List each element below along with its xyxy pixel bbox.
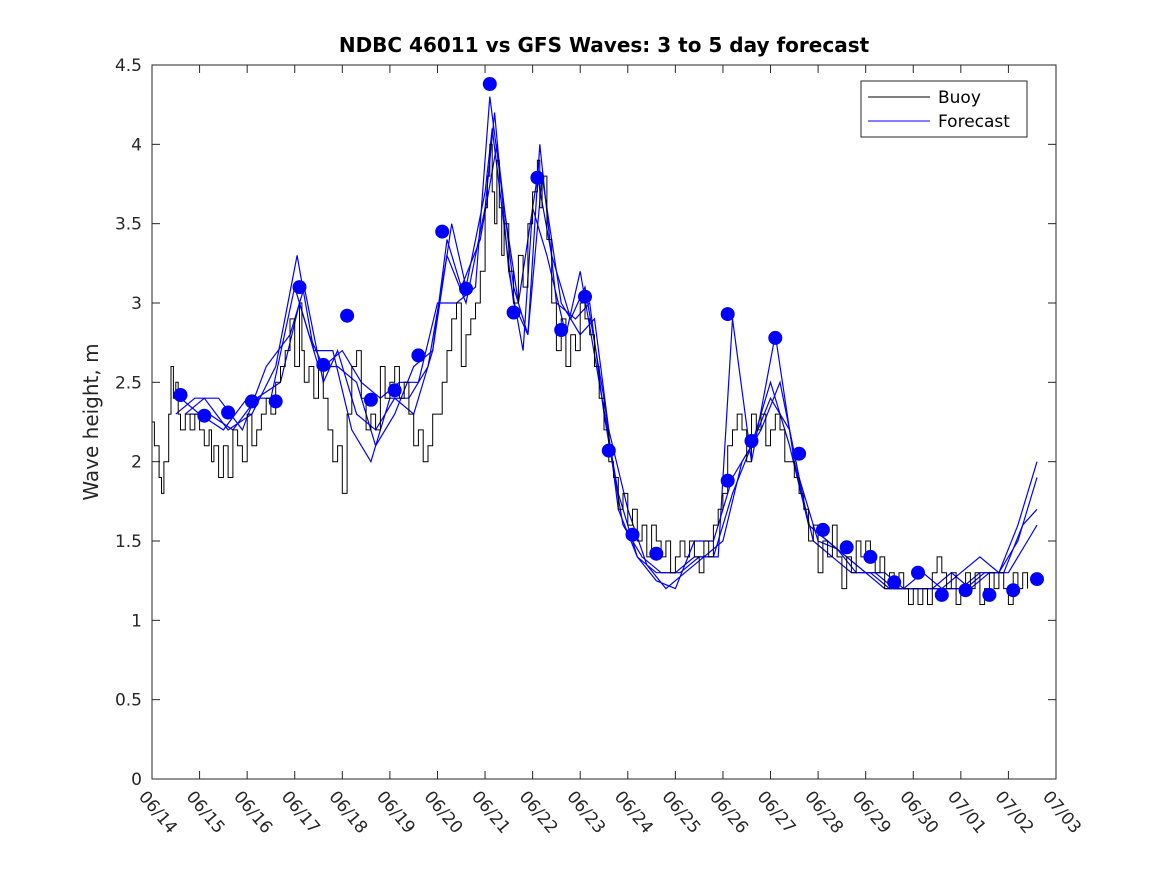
forecast-marker bbox=[815, 522, 830, 537]
forecast-marker bbox=[173, 388, 188, 402]
forecast-marker bbox=[720, 307, 735, 322]
y-tick-label: 4 bbox=[131, 135, 142, 155]
forecast-marker bbox=[649, 546, 664, 561]
forecast-marker bbox=[839, 540, 854, 555]
forecast-marker bbox=[720, 473, 735, 488]
forecast-marker bbox=[530, 170, 545, 185]
forecast-marker bbox=[792, 446, 807, 461]
chart-title: NDBC 46011 vs GFS Waves: 3 to 5 day fore… bbox=[339, 33, 870, 57]
forecast-marker bbox=[768, 330, 783, 345]
forecast-marker bbox=[459, 281, 473, 296]
legend: Buoy Forecast bbox=[860, 80, 1028, 138]
forecast-marker bbox=[625, 527, 640, 542]
y-tick-label: 3 bbox=[131, 294, 142, 314]
forecast-marker bbox=[244, 394, 259, 409]
forecast-marker bbox=[578, 289, 592, 304]
y-tick-label: 1 bbox=[131, 611, 142, 631]
forecast-marker bbox=[435, 224, 450, 239]
plot-frame bbox=[151, 64, 1057, 780]
forecast-marker bbox=[363, 392, 378, 407]
legend-buoy-label: Buoy bbox=[938, 88, 981, 108]
forecast-marker bbox=[1006, 583, 1021, 598]
forecast-marker bbox=[744, 434, 759, 448]
series-layer bbox=[152, 77, 1044, 605]
legend-forecast-label: Forecast bbox=[938, 112, 1010, 132]
legend-box bbox=[860, 80, 1028, 138]
y-tick-label: 4.5 bbox=[115, 56, 142, 76]
y-tick-label: 1.5 bbox=[115, 532, 142, 552]
forecast-marker bbox=[292, 280, 307, 295]
forecast-marker bbox=[340, 308, 355, 323]
y-tick-label: 0 bbox=[131, 770, 142, 790]
y-tick-label: 2 bbox=[131, 453, 142, 473]
forecast-marker bbox=[863, 549, 878, 564]
y-tick-label: 2.5 bbox=[115, 373, 142, 393]
forecast-marker bbox=[911, 565, 925, 580]
forecast-marker bbox=[958, 583, 973, 598]
y-tick-label: 3.5 bbox=[115, 215, 142, 235]
y-axis-label: Wave height, m bbox=[79, 343, 103, 500]
forecast-marker bbox=[411, 348, 426, 363]
forecast-marker bbox=[934, 587, 949, 602]
forecast-marker bbox=[887, 575, 902, 590]
forecast-marker bbox=[221, 405, 236, 420]
forecast-marker bbox=[554, 323, 569, 337]
forecast-marker bbox=[197, 408, 212, 423]
forecast-marker bbox=[506, 305, 521, 320]
forecast-marker bbox=[1030, 572, 1044, 587]
y-tick-label: 0.5 bbox=[115, 691, 142, 711]
forecast-marker bbox=[601, 443, 616, 458]
forecast-marker bbox=[482, 77, 497, 91]
forecast-marker bbox=[316, 357, 331, 372]
forecast-marker bbox=[387, 383, 402, 398]
forecast-marker bbox=[268, 394, 283, 409]
forecast-marker bbox=[982, 587, 997, 602]
